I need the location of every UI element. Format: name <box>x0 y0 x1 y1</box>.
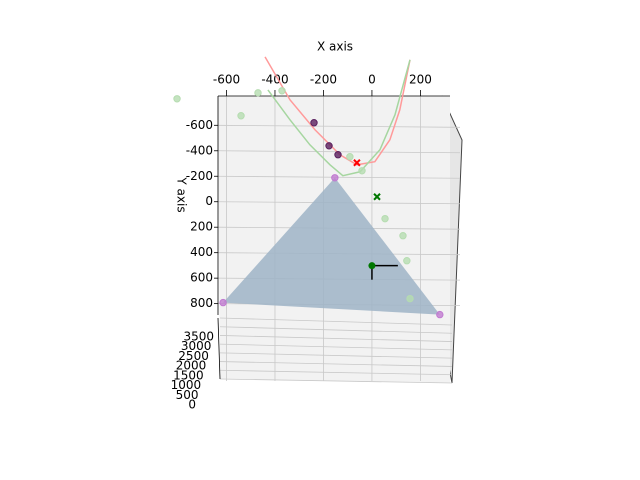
cross-marker <box>353 159 361 167</box>
x-tick-label: 0 <box>368 73 376 87</box>
quiver-origin <box>368 262 376 270</box>
point <box>381 214 389 223</box>
grid-line <box>219 378 453 384</box>
z-axis-line <box>217 317 221 380</box>
grid-line <box>217 124 461 128</box>
x-axis-label: X axis <box>317 40 353 54</box>
grid-line <box>219 361 453 367</box>
curve <box>264 56 411 166</box>
y-tick-label: 800 <box>190 296 213 310</box>
y-tick-label: 200 <box>190 220 213 234</box>
point <box>334 151 342 159</box>
y-tick-label: 0 <box>205 194 213 208</box>
curve <box>267 59 411 177</box>
z-tick-label: 1000 <box>171 378 202 392</box>
point <box>310 119 318 127</box>
point <box>237 112 245 120</box>
y-tick-label: -600 <box>186 118 213 132</box>
point <box>173 95 181 103</box>
grid-line <box>219 317 453 326</box>
y-tick-label: 400 <box>190 245 213 259</box>
grid-line <box>219 369 453 376</box>
point <box>325 142 333 150</box>
point <box>219 298 227 307</box>
z-tick-label: 2500 <box>178 349 209 363</box>
point <box>399 232 407 240</box>
point <box>331 174 339 182</box>
point <box>406 294 414 303</box>
grid-line <box>219 335 453 342</box>
point <box>254 89 262 97</box>
x-tick-label: 200 <box>409 73 432 87</box>
y-tick-label: -400 <box>186 143 213 157</box>
grid-line <box>219 352 453 359</box>
point <box>403 257 411 265</box>
x-tick-label: -600 <box>213 73 240 87</box>
cross-marker <box>373 193 381 201</box>
z-tick-label: 500 <box>176 388 199 402</box>
grid-line <box>219 326 453 334</box>
grid-line <box>219 343 453 351</box>
point <box>436 310 444 319</box>
point <box>346 153 354 161</box>
y-tick-label: -200 <box>186 169 213 183</box>
z-tick-label: 0 <box>188 398 196 412</box>
z-tick-label: 3000 <box>181 339 212 353</box>
z-tick-label: 2000 <box>176 359 207 373</box>
x-tick-label: -200 <box>310 73 337 87</box>
x-tick-label: -400 <box>261 73 288 87</box>
grid-line <box>217 175 461 179</box>
z-tick-label: 3500 <box>183 330 214 344</box>
point <box>358 167 366 175</box>
z-tick-label: 1500 <box>173 368 204 382</box>
y-tick-label: 600 <box>190 271 213 285</box>
triangle <box>223 177 440 315</box>
y-axis-label: Y axis <box>175 176 189 212</box>
point <box>278 87 286 95</box>
